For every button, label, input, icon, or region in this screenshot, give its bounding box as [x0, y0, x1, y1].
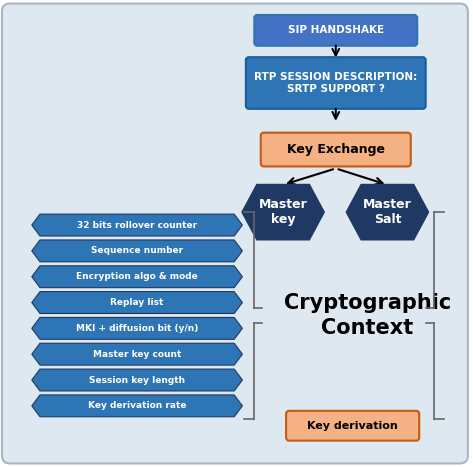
Polygon shape — [32, 214, 242, 236]
Text: RTP SESSION DESCRIPTION:
SRTP SUPPORT ?: RTP SESSION DESCRIPTION: SRTP SUPPORT ? — [254, 72, 417, 94]
Polygon shape — [32, 343, 242, 365]
Text: Master
key: Master key — [259, 198, 307, 226]
FancyBboxPatch shape — [286, 411, 419, 441]
Text: Session key length: Session key length — [89, 375, 185, 384]
Text: Key Exchange: Key Exchange — [287, 143, 385, 156]
Text: SIP HANDSHAKE: SIP HANDSHAKE — [288, 25, 384, 35]
Polygon shape — [32, 266, 242, 288]
Text: Master key count: Master key count — [93, 350, 181, 359]
Text: MKI + diffusion bit (y/n): MKI + diffusion bit (y/n) — [76, 324, 198, 333]
Text: Encryption algo & mode: Encryption algo & mode — [76, 272, 198, 281]
Text: Sequence number: Sequence number — [91, 247, 183, 255]
Polygon shape — [32, 240, 242, 262]
Polygon shape — [32, 395, 242, 417]
Text: 32 bits rollover counter: 32 bits rollover counter — [77, 220, 197, 230]
FancyBboxPatch shape — [246, 57, 426, 109]
FancyBboxPatch shape — [2, 4, 468, 463]
Text: Cryptographic
Context: Cryptographic Context — [284, 293, 451, 338]
Text: Replay list: Replay list — [110, 298, 164, 307]
Polygon shape — [32, 318, 242, 340]
Text: Master
Salt: Master Salt — [363, 198, 412, 226]
Polygon shape — [347, 185, 428, 240]
Polygon shape — [32, 369, 242, 391]
FancyBboxPatch shape — [261, 133, 411, 166]
Text: Key derivation rate: Key derivation rate — [88, 401, 186, 410]
FancyBboxPatch shape — [254, 15, 417, 46]
Polygon shape — [32, 291, 242, 313]
Text: Key derivation: Key derivation — [307, 421, 398, 431]
Polygon shape — [242, 185, 324, 240]
